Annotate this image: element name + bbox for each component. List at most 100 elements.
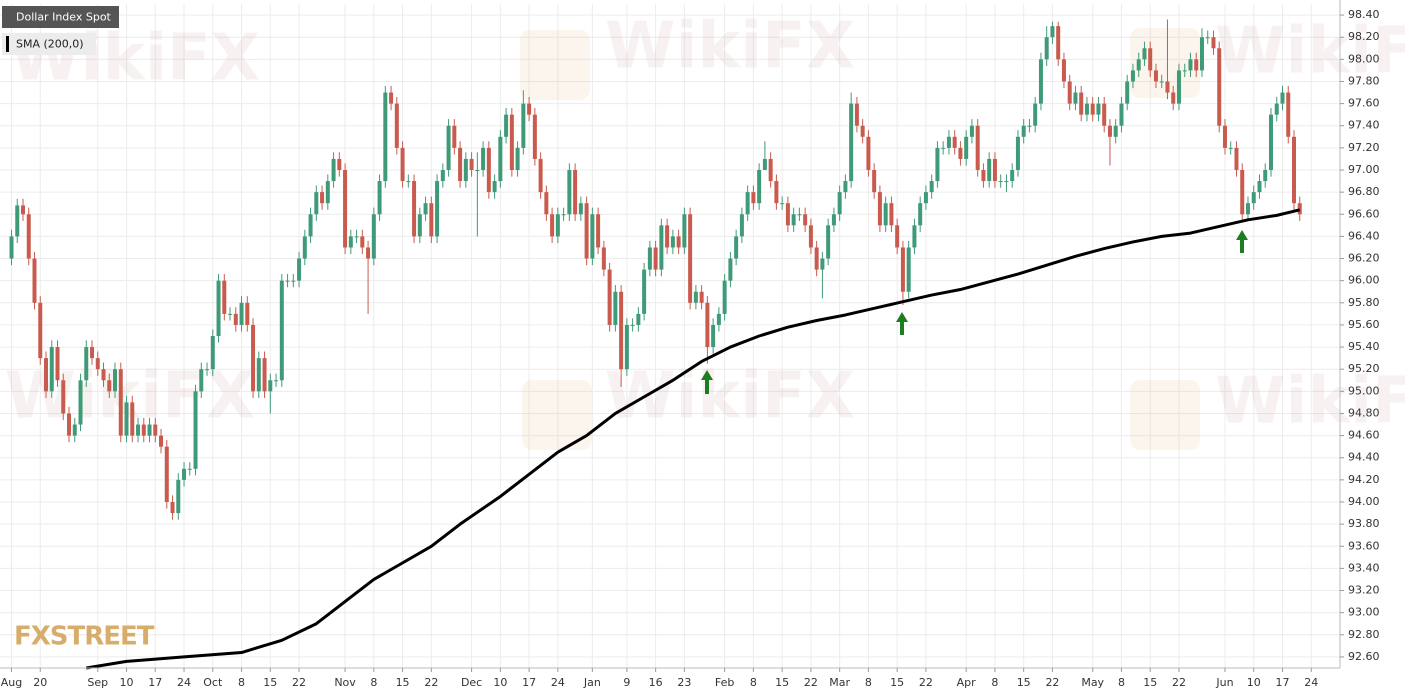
candle-body: [762, 158, 767, 170]
candle-body: [918, 203, 923, 226]
candle-body: [895, 225, 900, 248]
marks: [9, 19, 1302, 670]
candle-body: [1159, 81, 1164, 83]
candle-body: [1130, 70, 1135, 82]
x-tick-label: Dec: [461, 676, 482, 689]
x-tick-label: 22: [424, 676, 438, 689]
x-tick-label: 22: [1172, 676, 1186, 689]
candle-body: [1084, 103, 1089, 115]
candle-body: [199, 369, 204, 392]
candle-body: [9, 236, 14, 259]
candle-body: [843, 181, 848, 193]
x-tick-label: 10: [493, 676, 507, 689]
candle-body: [141, 424, 146, 436]
x-tick-label: 15: [775, 676, 789, 689]
x-tick-label: 8: [865, 676, 872, 689]
candle-body: [233, 313, 238, 325]
candle-body: [107, 380, 112, 392]
x-tick-label: 22: [1045, 676, 1059, 689]
candle-body: [285, 280, 290, 282]
x-tick-label: Oct: [203, 676, 223, 689]
y-tick-label: 94.80: [1348, 406, 1380, 419]
x-tick-label: 15: [890, 676, 904, 689]
arrows: [701, 230, 1248, 394]
candle-body: [458, 147, 463, 182]
candle-body: [412, 181, 417, 237]
candle-body: [268, 380, 273, 392]
candle-body: [722, 280, 727, 314]
axes: 92.60 92.80 93.00 93.20 93.40 93.60 93.80 94.00…: [1, 8, 1380, 689]
candle-body: [831, 214, 836, 226]
x-tick-label: 22: [804, 676, 818, 689]
plot-area: [0, 0, 1340, 668]
candle-body: [498, 136, 503, 182]
watermark-icon: [520, 30, 590, 100]
y-tick-label: 98.20: [1348, 30, 1380, 43]
candle-body: [256, 358, 261, 392]
x-tick-label: 8: [991, 676, 998, 689]
y-tick-label: 94.00: [1348, 495, 1380, 508]
watermark-icon: [1130, 380, 1200, 450]
legend-swatch: [6, 36, 9, 52]
candle-body: [228, 313, 233, 315]
y-tick-label: 96.40: [1348, 229, 1380, 242]
candle-body: [613, 291, 618, 325]
candle-body: [1291, 136, 1296, 204]
candle-body: [693, 291, 698, 303]
candle-body: [1153, 70, 1158, 82]
candle-body: [383, 92, 388, 182]
candle-body: [785, 203, 790, 226]
legend-label: Dollar Index Spot: [16, 11, 112, 24]
x-tick-label: Jun: [1215, 676, 1233, 689]
candle-body: [90, 347, 95, 359]
candle-body: [889, 203, 894, 226]
x-tick-label: 15: [1017, 676, 1031, 689]
candle-body: [360, 236, 365, 248]
candle-body: [728, 258, 733, 281]
logo: FXSTREET: [14, 622, 155, 652]
candle-body: [780, 203, 785, 205]
x-tick-label: 22: [292, 676, 306, 689]
candle-body: [596, 214, 601, 248]
candle-body: [860, 125, 865, 137]
candle-body: [1165, 81, 1170, 93]
candle-body: [297, 258, 302, 281]
candle-body: [601, 247, 606, 270]
watermark: WikiFX: [1215, 15, 1405, 89]
candle-body: [452, 125, 457, 148]
candle-body: [734, 236, 739, 259]
y-tick-label: 97.00: [1348, 163, 1380, 176]
candle-body: [1251, 192, 1256, 204]
candle-body: [55, 347, 60, 381]
y-tick-label: 95.20: [1348, 362, 1380, 375]
candle-body: [561, 214, 566, 216]
candle-body: [1257, 181, 1262, 193]
candle-body: [38, 302, 43, 359]
y-tick-label: 95.40: [1348, 340, 1380, 353]
candle-body: [1136, 59, 1141, 71]
candle-body: [1199, 37, 1204, 71]
candle-body: [377, 181, 382, 215]
candle-body: [619, 291, 624, 370]
x-tick-label: 22: [919, 676, 933, 689]
y-tick-label: 96.00: [1348, 274, 1380, 287]
x-tick-label: 10: [1247, 676, 1261, 689]
watermark: WikiFX: [1215, 365, 1405, 439]
candle-body: [84, 347, 89, 381]
candle-body: [987, 158, 992, 182]
y-tick-label: 92.60: [1348, 650, 1380, 663]
x-tick-label: Mar: [829, 676, 850, 689]
candle-body: [153, 424, 158, 436]
watermark-icon: [522, 380, 592, 450]
x-tick-label: 23: [677, 676, 691, 689]
candle-body: [647, 247, 652, 270]
y-tick-label: 95.80: [1348, 296, 1380, 309]
watermarks: WikiFX WikiFX WikiFX WikiFX WikiFX WikiF…: [5, 10, 1405, 450]
candle-body: [205, 369, 210, 371]
candle-body: [791, 214, 796, 226]
candle-body: [1286, 92, 1291, 137]
candle-body: [302, 236, 307, 259]
candle-body: [118, 369, 123, 436]
candle-body: [607, 269, 612, 325]
x-tick-label: 10: [120, 676, 134, 689]
